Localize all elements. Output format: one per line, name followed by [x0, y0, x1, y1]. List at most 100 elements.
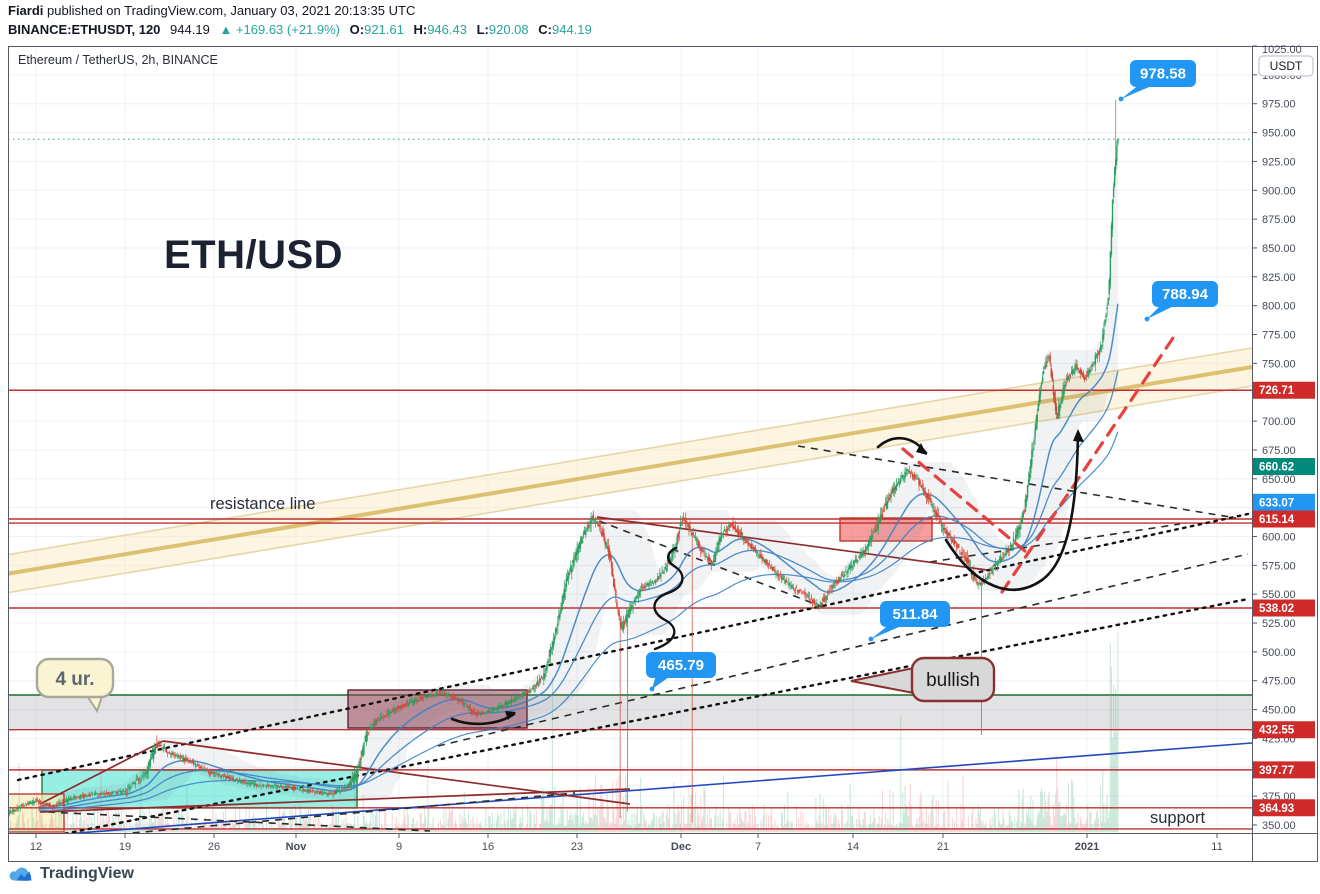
moving-average-line-2	[38, 431, 1119, 812]
blue-trendline	[67, 742, 1253, 833]
price-callout-anchor-dot-1	[1144, 316, 1150, 322]
dark-red-trendline-2	[39, 788, 631, 813]
dashed-trendline-1	[797, 445, 1237, 519]
axis-price-tag-text-6: 397.77	[1259, 765, 1294, 777]
price-tick-label: 450.00	[1262, 705, 1296, 717]
price-callout-anchor-dot-0	[1118, 96, 1124, 102]
duration-note-balloon[interactable]	[35, 657, 115, 699]
plot-area	[8, 99, 1253, 833]
channel-mid-line	[8, 365, 1253, 576]
dashed-trendline-4	[47, 811, 431, 832]
currency-unit-label: USDT	[1270, 59, 1303, 73]
hand-arrow-head-0	[916, 443, 927, 455]
red-dashed-projection-0	[901, 447, 1028, 554]
last-price: 944.19	[170, 22, 210, 37]
time-tick-label: 11	[1211, 841, 1222, 853]
bullish-balloon-label: bullish	[926, 670, 980, 691]
time-tick-label: 21	[937, 841, 949, 853]
symbol-name[interactable]: BINANCE:ETHUSDT, 120	[8, 22, 161, 37]
byline: Fiardi published on TradingView.com, Jan…	[8, 2, 592, 20]
axis-price-tag-5	[1253, 721, 1315, 739]
channel-upper-line	[8, 347, 1253, 556]
dotted-trendline-0	[16, 512, 1250, 782]
price-callout-tail-1	[1147, 304, 1178, 319]
bullish-balloon[interactable]	[910, 656, 996, 703]
dark-red-trendline-3	[596, 516, 988, 571]
axis-price-tag-text-5: 432.55	[1259, 725, 1295, 737]
price-tick-label: 600.00	[1262, 531, 1296, 543]
price-tick-label: 575.00	[1262, 560, 1296, 572]
axis-price-tag-7	[1253, 799, 1315, 817]
time-tick-label: Nov	[286, 841, 308, 853]
resistance-line-label[interactable]: resistance line	[210, 495, 315, 513]
price-callout-tail-0	[1121, 84, 1156, 99]
author-name: Fiardi	[8, 3, 44, 18]
tradingview-footer[interactable]: TradingView	[8, 864, 134, 884]
change-arrow-icon: ▲	[219, 22, 233, 37]
axis-price-tag-text-7: 364.93	[1259, 803, 1294, 815]
tradingview-logo-icon	[9, 867, 32, 881]
close-label: C:	[538, 22, 552, 37]
time-tick-label: Dec	[671, 841, 691, 853]
tradingview-wordmark: TradingView	[40, 865, 134, 882]
time-tick-label: 9	[396, 841, 402, 853]
price-callout-1[interactable]	[1152, 281, 1218, 307]
dashed-trendline-2	[929, 523, 1181, 563]
price-tick-label: 950.00	[1262, 128, 1296, 140]
time-tick-label: 19	[119, 841, 131, 853]
time-tick-label: 12	[30, 841, 42, 853]
axis-price-tag-1	[1253, 458, 1315, 476]
price-callout-text-3: 465.79	[658, 657, 704, 674]
time-axis[interactable]: 12 19 26 Nov 9 16 23 Dec 7 14 21 2021 11	[30, 833, 1223, 854]
axis-price-tag-3	[1253, 510, 1315, 528]
dashed-trendline-0	[437, 553, 1249, 747]
price-tick-label: 850.00	[1262, 243, 1296, 255]
price-callout-tail-2	[871, 624, 906, 639]
axis-price-tag-text-1: 660.62	[1259, 462, 1294, 474]
dark-red-trendline-0	[39, 740, 164, 805]
price-tick-label: 775.00	[1262, 330, 1296, 342]
price-callout-0[interactable]	[1130, 60, 1196, 87]
support-label[interactable]: support	[1150, 809, 1205, 827]
axis-price-tag-text-0: 726.71	[1259, 385, 1295, 397]
snapshot-header: Fiardi published on TradingView.com, Jan…	[8, 2, 592, 39]
axis-price-tag-text-3: 615.14	[1259, 514, 1295, 526]
price-tick-label: 750.00	[1262, 358, 1296, 370]
price-tick-label: 350.00	[1262, 820, 1296, 832]
price-callout-anchor-dot-2	[868, 636, 874, 642]
candle-bodies-up	[8, 139, 1119, 814]
currency-unit-button[interactable]	[1258, 55, 1314, 77]
axis-price-tag-0	[1253, 381, 1315, 399]
time-tick-label: 7	[755, 841, 761, 853]
red-dashed-projection-1	[1000, 330, 1179, 594]
dotted-trendline-1	[62, 597, 1250, 833]
price-tick-label: 875.00	[1262, 214, 1296, 226]
chart-title: Ethereum / TetherUS, 2h, BINANCE	[18, 53, 218, 67]
hand-arrow-head-2	[505, 711, 516, 720]
byline-text: published on TradingView.com, January 03…	[43, 3, 416, 18]
watermark-symbol-label: ETH/USD	[164, 233, 343, 277]
price-tick-label: 900.00	[1262, 185, 1296, 197]
low-value: 920.08	[488, 22, 529, 37]
dashed-trendline-5	[123, 792, 576, 833]
axis-price-tag-text-4: 538.02	[1259, 603, 1294, 615]
price-callout-anchor-dot-3	[649, 686, 655, 692]
time-tick-label: 16	[482, 841, 494, 853]
hand-arrow-head-1	[1073, 429, 1084, 442]
axis-price-tag-6	[1253, 761, 1315, 779]
price-callout-2[interactable]	[880, 601, 950, 627]
open-label: O:	[349, 22, 365, 37]
price-tick-label: 1025.00	[1262, 44, 1302, 56]
price-tick-label: 550.00	[1262, 589, 1296, 601]
price-callout-text-2: 511.84	[892, 606, 938, 623]
price-callout-text-1: 788.94	[1162, 286, 1209, 303]
time-tick-label: 2021	[1075, 841, 1099, 853]
axis-price-tag-2	[1253, 493, 1315, 511]
price-callout-3[interactable]	[646, 652, 716, 678]
open-value: 921.61	[364, 22, 404, 37]
channel-lower-line	[8, 385, 1253, 594]
time-tick-label: 23	[571, 841, 583, 853]
price-tick-label: 825.00	[1262, 272, 1296, 284]
price-callout-text-0: 978.58	[1140, 66, 1186, 83]
